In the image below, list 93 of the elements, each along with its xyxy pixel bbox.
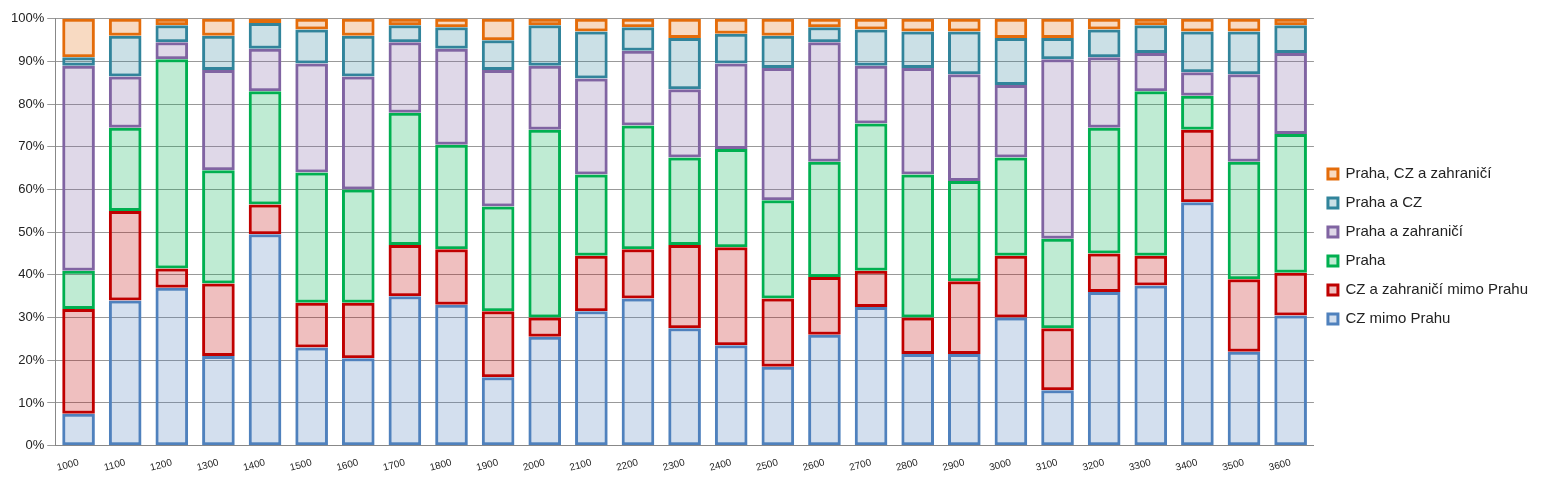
legend-label: Praha a zahraničí [1345, 222, 1464, 240]
x-tick-label: 2800 [894, 456, 920, 473]
x-tick-label: 2200 [614, 456, 640, 473]
x-tick-label: 3400 [1174, 456, 1200, 473]
bar [1087, 57, 1121, 128]
bar [1181, 72, 1214, 96]
bar [62, 309, 95, 414]
x-tick-label: 2000 [521, 456, 547, 473]
bar [202, 356, 235, 446]
bar [62, 57, 95, 66]
bar [1087, 253, 1121, 292]
bar [155, 268, 189, 288]
bar [1134, 91, 1168, 256]
bar [714, 345, 748, 446]
bar [621, 27, 655, 51]
bar [1041, 59, 1074, 239]
bar [901, 317, 934, 354]
bar [1274, 134, 1307, 273]
bar [341, 18, 375, 36]
y-tick-label: 70% [18, 138, 45, 154]
x-tick-label: 1700 [381, 456, 407, 473]
x-tick-label: 3300 [1127, 456, 1153, 473]
bar [1274, 25, 1307, 53]
x-tick-label: 1300 [195, 456, 221, 473]
y-tick-label: 0% [25, 437, 45, 453]
bar [1134, 255, 1168, 286]
x-tick-label: 1000 [55, 456, 81, 473]
bar [668, 328, 701, 446]
bar [714, 18, 748, 34]
bar [155, 42, 189, 60]
x-tick-label: 2600 [801, 456, 827, 473]
bar [808, 277, 841, 335]
y-tick-label: 90% [18, 53, 45, 69]
bar [388, 296, 422, 446]
bar [947, 74, 981, 181]
x-tick-label: 3000 [987, 456, 1013, 473]
bar [388, 25, 422, 43]
y-tick-label: 40% [18, 266, 45, 282]
x-tick-label: 2100 [568, 456, 594, 473]
x-tick-label: 1200 [148, 456, 174, 473]
x-tick-label: 2700 [847, 456, 873, 473]
bar [808, 27, 841, 43]
bar [947, 281, 981, 354]
x-tick-label: 3100 [1034, 456, 1060, 473]
bar [1181, 202, 1214, 446]
bar [435, 27, 468, 49]
x-tick-label: 3600 [1267, 456, 1293, 473]
bar [248, 204, 282, 235]
x-tick-label: 1600 [335, 456, 360, 473]
bar [528, 317, 562, 337]
y-tick-label: 80% [18, 95, 45, 111]
bar [248, 23, 282, 49]
legend-label: CZ mimo Prahu [1345, 309, 1451, 327]
y-tick-label: 20% [18, 351, 45, 367]
x-tick-label: 2300 [661, 456, 687, 473]
legend-label: Praha, CZ a zahraničí [1345, 164, 1493, 182]
x-tick-label: 1100 [102, 456, 127, 473]
bar [528, 25, 562, 66]
bar [854, 270, 888, 307]
bar [808, 42, 841, 162]
bar [435, 249, 468, 305]
x-tick-label: 1500 [288, 456, 314, 473]
bar [481, 40, 515, 71]
bar [1134, 25, 1168, 53]
legend-label: CZ a zahraničí mimo Prahu [1345, 280, 1529, 298]
bar [1227, 279, 1261, 352]
y-tick-label: 30% [18, 309, 45, 325]
x-tick-label: 2900 [941, 456, 966, 473]
bar [1041, 38, 1074, 60]
bar [761, 18, 795, 36]
y-tick-label: 100% [11, 10, 45, 26]
bar [248, 234, 282, 446]
y-tick-label: 50% [18, 223, 45, 239]
bar [481, 377, 515, 446]
legend-label: Praha a CZ [1345, 193, 1423, 211]
bar [202, 18, 235, 36]
x-tick-label: 1900 [475, 456, 500, 473]
bar [1227, 74, 1261, 162]
bar [108, 18, 142, 36]
y-tick-label: 60% [18, 181, 45, 197]
bar [1041, 390, 1074, 446]
bar [388, 42, 422, 113]
x-tick-label: 3200 [1081, 456, 1106, 473]
x-tick-label: 2400 [708, 456, 733, 473]
legend-label: Praha [1345, 251, 1387, 269]
y-tick-label: 10% [18, 394, 45, 410]
bar [341, 358, 375, 446]
x-tick-label: 1800 [428, 456, 454, 473]
x-tick-label: 3500 [1220, 456, 1246, 473]
x-tick-label: 2500 [754, 456, 780, 473]
x-tick-label: 1400 [241, 456, 267, 473]
bar [575, 311, 608, 446]
bar [994, 38, 1028, 85]
